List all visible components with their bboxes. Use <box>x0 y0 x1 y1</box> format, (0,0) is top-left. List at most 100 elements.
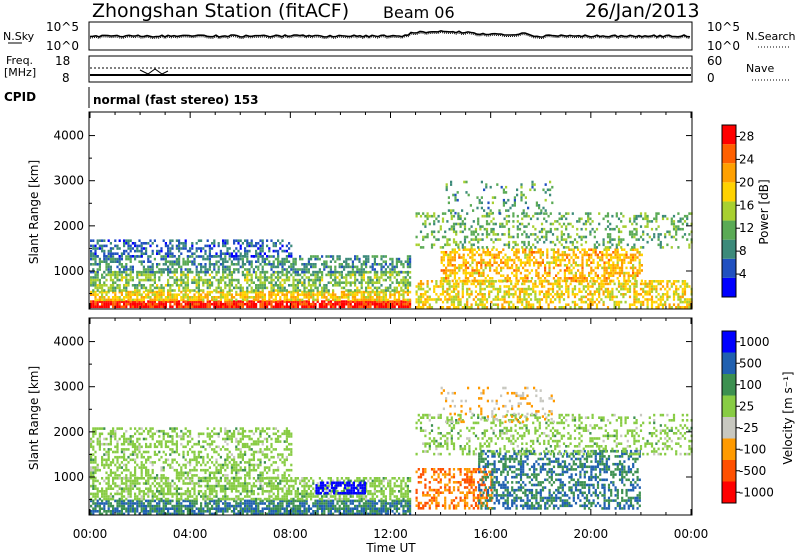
heatmap-cell <box>219 499 222 503</box>
heatmap-cell <box>404 284 407 287</box>
heatmap-cell <box>395 271 398 274</box>
heatmap-cell <box>525 300 528 304</box>
heatmap-cell <box>442 279 445 283</box>
heatmap-cell <box>644 290 647 293</box>
heatmap-cell <box>426 233 429 236</box>
heatmap-cell <box>566 256 569 259</box>
heatmap-cell <box>428 298 431 301</box>
heatmap-cell <box>507 295 511 299</box>
heatmap-cell <box>147 499 150 503</box>
heatmap-cell <box>610 279 613 283</box>
heatmap-cell <box>142 278 145 282</box>
heatmap-cell <box>164 504 167 508</box>
heatmap-cell <box>281 273 284 277</box>
heatmap-cell <box>672 293 676 296</box>
heatmap-cell <box>598 282 601 286</box>
heatmap-cell <box>568 248 571 251</box>
heatmap-cell <box>461 230 464 234</box>
heatmap-cell <box>255 302 258 306</box>
heatmap-cell <box>321 293 324 296</box>
heatmap-cell <box>573 300 577 304</box>
heatmap-cell <box>103 300 106 303</box>
heatmap-cell <box>369 278 372 282</box>
heatmap-cell <box>303 286 306 290</box>
heatmap-cell <box>186 249 189 253</box>
heatmap-cell <box>266 286 269 290</box>
heatmap-cell <box>173 270 176 274</box>
heatmap-cell <box>395 257 398 261</box>
heatmap-cell <box>114 510 117 513</box>
heatmap-cell <box>213 302 216 306</box>
heatmap-cell <box>624 300 627 304</box>
heatmap-cell <box>169 249 172 253</box>
heatmap-cell <box>525 293 528 296</box>
heatmap-cell <box>588 248 591 251</box>
heatmap-cell <box>632 271 635 275</box>
heatmap-cell <box>101 289 104 292</box>
heatmap-cell <box>501 233 504 236</box>
heatmap-cell <box>578 290 581 293</box>
heatmap-cell <box>607 248 610 251</box>
heatmap-cell <box>94 290 97 294</box>
heatmap-cell <box>612 256 615 259</box>
heatmap-cell <box>378 293 381 296</box>
heatmap-cell <box>502 256 505 259</box>
heatmap-cell <box>664 235 667 239</box>
heatmap-cell <box>338 296 341 299</box>
heatmap-cell <box>193 296 196 299</box>
heatmap-cell <box>373 273 376 277</box>
heatmap-cell <box>191 510 194 513</box>
heatmap-cell <box>419 280 423 283</box>
heatmap-cell <box>336 255 339 258</box>
heatmap-cell <box>90 278 93 282</box>
heatmap-cell <box>261 293 264 296</box>
heatmap-cell <box>398 298 401 302</box>
heatmap-cell <box>224 281 227 284</box>
heatmap-cell <box>175 276 178 279</box>
heatmap-cell <box>299 257 302 261</box>
heatmap-cell <box>239 244 242 248</box>
heatmap-cell <box>398 296 401 299</box>
heatmap-cell <box>471 266 474 270</box>
heatmap-cell <box>365 265 368 269</box>
ytick-label: 4000 <box>53 129 84 143</box>
heatmap-cell <box>215 278 218 282</box>
heatmap-cell <box>540 235 544 239</box>
heatmap-cell <box>195 255 198 258</box>
heatmap-cell <box>279 502 282 505</box>
heatmap-cell <box>250 255 253 258</box>
heatmap-cell <box>460 266 463 270</box>
heatmap-cell <box>204 257 207 261</box>
heatmap-cell <box>250 302 253 306</box>
heatmap-cell <box>439 298 442 301</box>
heatmap-cell <box>226 302 229 306</box>
heatmap-cell <box>131 284 134 287</box>
heatmap-cell <box>184 293 187 296</box>
heatmap-cell <box>98 286 101 290</box>
heatmap-cell <box>382 290 385 294</box>
heatmap-cell <box>266 278 269 282</box>
heatmap-cell <box>248 300 251 303</box>
heatmap-cell <box>239 286 242 290</box>
heatmap-cell <box>255 260 258 263</box>
heatmap-cell <box>497 264 500 267</box>
heatmap-cell <box>305 296 308 299</box>
heatmap-cell <box>490 300 493 304</box>
heatmap-cell <box>182 281 185 284</box>
heatmap-cell <box>367 257 370 261</box>
heatmap-cell <box>107 302 110 306</box>
heatmap-cell <box>634 271 637 275</box>
heatmap-cell <box>149 289 152 292</box>
heatmap-cell <box>285 257 288 261</box>
heatmap-cell <box>321 273 324 277</box>
heatmap-cell <box>479 227 482 231</box>
nsearch-line <box>89 31 691 40</box>
heatmap-cell <box>173 278 176 282</box>
heatmap-cell <box>544 209 547 212</box>
heatmap-cell <box>389 286 392 290</box>
heatmap-cell <box>349 302 352 306</box>
heatmap-cell <box>105 265 108 269</box>
heatmap-cell <box>515 253 518 257</box>
heatmap-cell <box>145 276 148 279</box>
heatmap-cell <box>217 281 220 284</box>
